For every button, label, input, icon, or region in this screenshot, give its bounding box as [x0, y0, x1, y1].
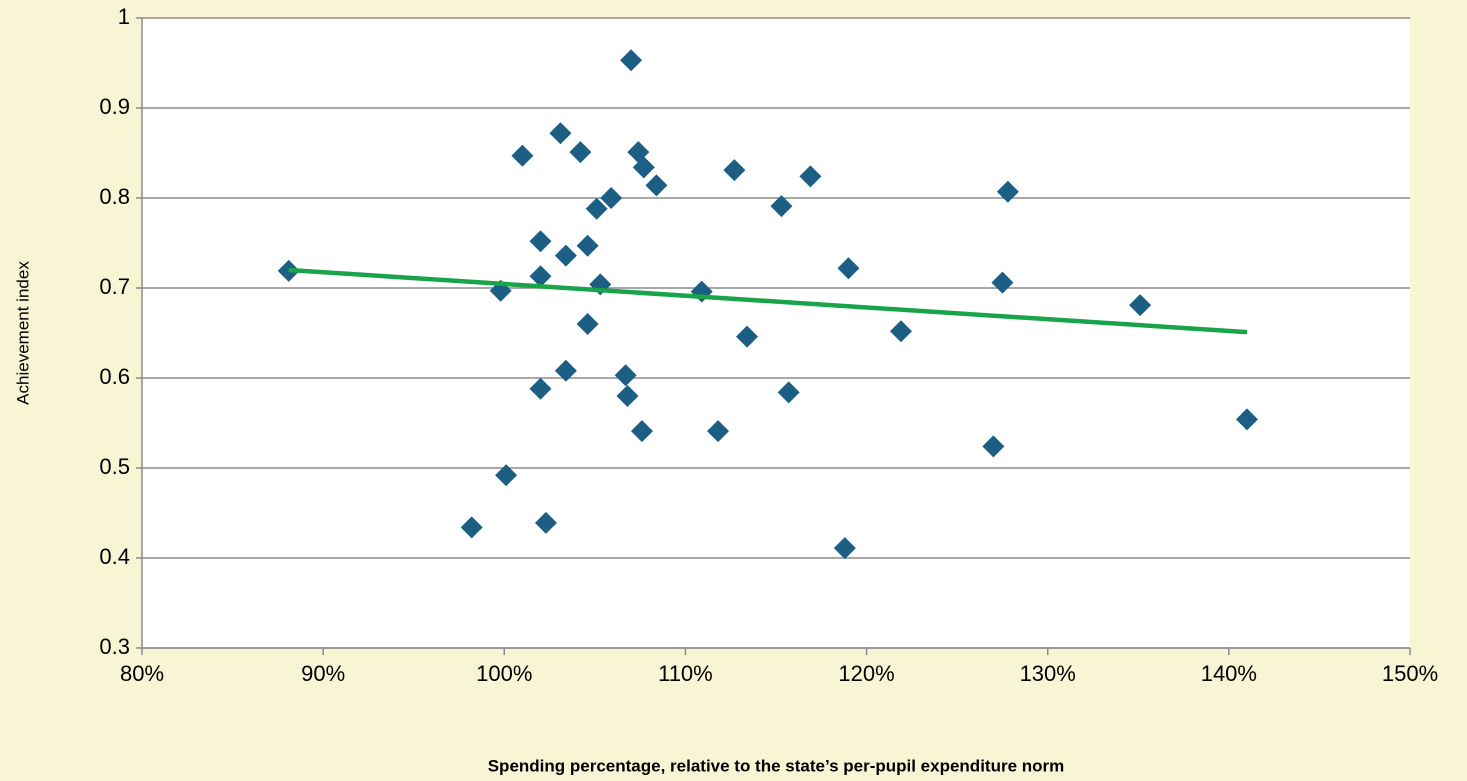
y-tick-label: 0.9: [99, 94, 130, 119]
marker: [569, 141, 592, 164]
marker: [511, 144, 534, 167]
y-axis-title: Achievement index: [13, 261, 32, 405]
marker: [996, 180, 1019, 203]
y-tick-label: 1: [118, 4, 130, 29]
marker: [576, 313, 599, 335]
marker: [630, 420, 653, 443]
y-tick-label: 0.5: [99, 454, 130, 479]
y-tick-label: 0.4: [99, 544, 130, 569]
marker: [585, 197, 608, 220]
marker: [1235, 408, 1258, 431]
marker: [620, 49, 643, 72]
y-tick-label: 0.7: [99, 274, 130, 299]
marker: [991, 271, 1014, 294]
marker: [707, 420, 730, 443]
marker: [632, 156, 655, 179]
x-tick-label: 130%: [1020, 661, 1076, 686]
marker: [777, 381, 800, 404]
marker: [982, 435, 1005, 458]
marker: [534, 511, 557, 534]
marker: [600, 187, 623, 209]
plot-area: [142, 18, 1410, 648]
x-tick-label: 120%: [838, 661, 894, 686]
marker: [529, 230, 552, 253]
marker: [837, 257, 860, 280]
x-tick-label: 100%: [476, 661, 532, 686]
marker: [576, 234, 599, 257]
marker: [460, 516, 483, 539]
marker: [616, 385, 639, 407]
marker: [736, 325, 759, 348]
x-tick-label: 90%: [301, 661, 345, 686]
marker: [549, 122, 572, 145]
trend-line: [288, 267, 1248, 335]
marker: [554, 359, 577, 382]
x-tick-label: 110%: [658, 661, 713, 686]
marker: [770, 195, 793, 218]
marker: [554, 244, 577, 267]
marker: [799, 165, 822, 188]
y-tick-label: 0.3: [99, 634, 130, 659]
x-tick-label: 150%: [1382, 661, 1438, 686]
marker: [1129, 294, 1152, 317]
x-tick-label: 80%: [120, 661, 164, 686]
x-axis-title: Spending percentage, relative to the sta…: [488, 756, 1065, 775]
marker: [833, 537, 856, 560]
marker: [495, 464, 518, 487]
marker: [723, 159, 746, 182]
marker: [614, 364, 637, 387]
marker: [529, 377, 552, 400]
marker: [529, 265, 552, 288]
marker: [645, 174, 668, 197]
x-tick-label: 140%: [1201, 661, 1257, 686]
marker: [889, 320, 912, 343]
y-tick-label: 0.6: [99, 364, 130, 389]
y-tick-label: 0.8: [99, 184, 130, 209]
